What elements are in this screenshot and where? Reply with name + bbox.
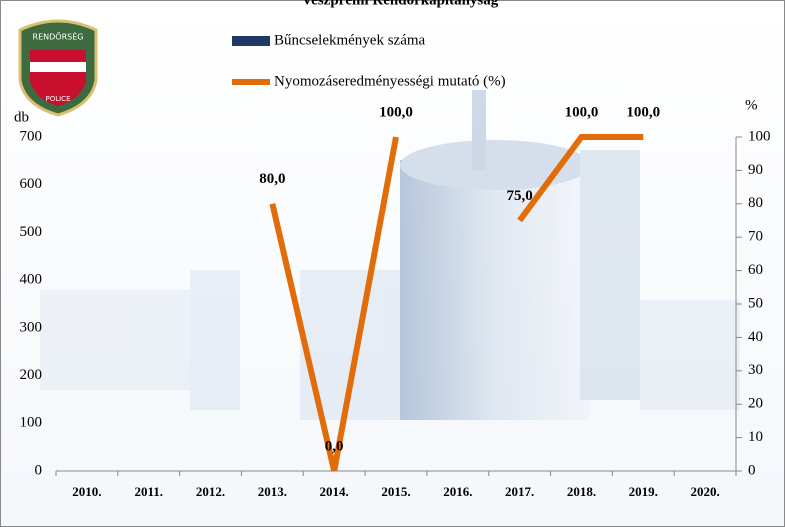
y2-tick-label: 0 — [748, 462, 756, 478]
y-tick-label: 200 — [20, 367, 43, 383]
x-tick-label: 2011. — [134, 484, 163, 499]
data-label: 80,0 — [259, 171, 285, 187]
y-axis-label: db — [14, 109, 29, 125]
y2-tick-label: 90 — [748, 162, 763, 178]
x-tick-label: 2010. — [72, 484, 101, 499]
y2-tick-label: 100 — [748, 128, 771, 144]
legend-swatch — [232, 36, 270, 46]
y-tick-label: 400 — [20, 272, 43, 288]
y2-tick-label: 70 — [748, 229, 763, 245]
y2-tick-label: 20 — [748, 396, 763, 412]
y-tick-label: 300 — [20, 319, 43, 335]
x-tick-label: 2015. — [381, 484, 410, 499]
chart: RENDŐRSÉG POLICE Veszprémi Rendőrkapitán… — [0, 0, 785, 527]
x-tick-label: 2014. — [320, 484, 349, 499]
y2-tick-label: 10 — [748, 429, 763, 445]
x-tick-label: 2018. — [567, 484, 596, 499]
page: RENDŐRSÉG POLICE Veszprémi Rendőrkapitán… — [0, 0, 785, 527]
y-tick-label: 700 — [20, 128, 43, 144]
data-label: 75,0 — [507, 188, 533, 204]
y2-tick-label: 60 — [748, 262, 763, 278]
legend-label: Nyomozáseredményességi mutató (%) — [274, 73, 506, 89]
y2-tick-label: 40 — [748, 329, 763, 345]
data-label: 0,0 — [325, 438, 344, 454]
y-tick-label: 0 — [35, 462, 43, 478]
x-tick-label: 2016. — [443, 484, 472, 499]
data-label: 100,0 — [379, 104, 413, 120]
x-tick-label: 2019. — [629, 484, 658, 499]
legend-label: Bűncselekmények száma — [274, 32, 426, 48]
data-label: 100,0 — [626, 104, 660, 120]
x-tick-label: 2020. — [690, 484, 719, 499]
y-tick-label: 100 — [20, 415, 43, 431]
x-tick-label: 2013. — [258, 484, 287, 499]
logo-top: RENDŐRSÉG — [33, 31, 84, 42]
y-tick-label: 500 — [20, 224, 43, 240]
y2-tick-label: 30 — [748, 362, 763, 378]
logo: RENDŐRSÉG POLICE — [20, 21, 96, 115]
x-tick-label: 2012. — [196, 484, 225, 499]
x-tick-label: 2017. — [505, 484, 534, 499]
y2-tick-label: 50 — [748, 295, 763, 311]
chart-title: Veszprémi Rendőrkapitányság — [302, 0, 499, 8]
data-label: 100,0 — [565, 104, 599, 120]
logo-bottom: POLICE — [45, 95, 70, 103]
y-tick-label: 600 — [20, 176, 43, 192]
y2-axis-label: % — [745, 97, 758, 113]
y2-tick-label: 80 — [748, 195, 763, 211]
